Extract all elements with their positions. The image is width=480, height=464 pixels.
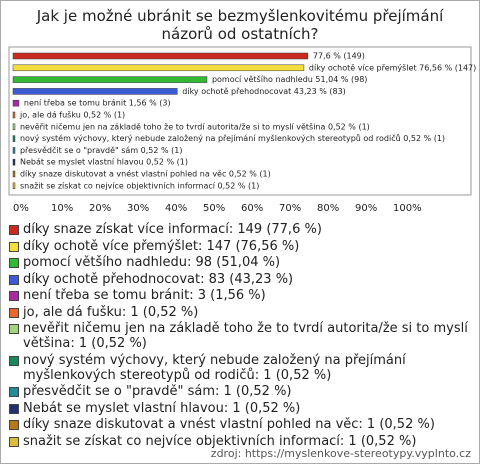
legend-label: díky snaze diskutovat a vnést vlastní po… [23,417,435,432]
data-label: snažit se získat co nejvíce objektivních… [20,181,259,190]
legend-label: snažit se získat co nejvíce objektivních… [23,433,417,449]
bar [12,88,178,95]
chart: 0% 10% 20% 30% 40% 50% 60% 70% 80% 90% 100% 77,6 % … [8,46,476,214]
legend-label: Nebát se myslet vlastní hlavou: 1 (0,52 … [23,400,301,416]
legend-label: jo, ale dá fušku: 1 (0,52 %) [23,304,199,320]
legend-item: snažit se získat co nejvíce objektivních… [9,434,471,449]
legend-item: nevěřit ničemu jen na základě toho že to… [9,321,471,351]
legend-item: nový systém výchovy, který nebude založe… [9,353,471,383]
legend-item: jo, ale dá fušku: 1 (0,52 %) [9,305,471,320]
legend-label: přesvědčit se o "pravdě" sám: 1 (0,52 %) [23,384,292,399]
legend-item: díky ochotě přehodnocovat: 83 (43,23 %) [9,272,471,287]
bar [12,123,16,131]
legend-item: přesvědčit se o "pravdě" sám: 1 (0,52 %) [9,384,471,399]
x-tick-label: 90% [355,203,377,214]
bar [12,182,16,190]
bar [12,170,16,178]
x-tick-label: 40% [165,203,187,214]
x-tick-label: 100% [393,203,422,214]
data-label: není třeba se tomu bránit 1,56 % (3) [24,99,171,108]
x-tick-label: 60% [241,203,263,214]
bar [12,64,305,72]
legend-swatch [9,403,19,414]
legend-swatch [9,274,19,285]
x-tick-label: 0% [13,203,29,214]
legend-swatch [9,225,19,235]
bar [12,99,20,107]
legend-item: díky snaze diskutovat a vnést vlastní po… [9,417,471,432]
legend-item: není třeba se tomu bránit: 3 (1,56 %) [9,288,471,303]
x-tick-label: 80% [317,203,339,214]
data-label: pomocí většího nadhledu 51,04 % (98) [212,74,367,84]
data-label: Nebát se myslet vlastní hlavou 0,52 % (1… [20,158,188,167]
bar [12,147,16,154]
legend-label: díky ochotě přehodnocovat: 83 (43,23 %) [23,271,294,287]
legend-label: nový systém výchovy, který nebude založe… [23,352,406,383]
legend-swatch [9,436,19,447]
x-tick-label: 30% [127,203,149,214]
bar [12,52,309,60]
legend-item: díky ochotě více přemýšlet: 147 (76,56 %… [9,239,471,254]
legend-label: díky snaze získat více informací: 149 (7… [23,222,322,237]
legend-swatch [9,420,19,430]
data-label: nový systém výchovy, který nebude založe… [20,133,445,143]
data-label: přesvědčit se o "pravdě" sám 0,52 % (1) [20,145,183,155]
legend-swatch [9,324,19,334]
data-label: díky ochotě přehodnocovat 43,23 % (83) [182,87,346,96]
legend-swatch [9,291,19,301]
legend-swatch [9,387,19,397]
legend-label: pomocí většího nadhledu: 98 (51,04 %) [23,255,281,270]
bar [12,111,16,119]
legend-item: díky snaze získat více informací: 149 (7… [9,222,471,237]
bar [12,158,16,166]
data-label: nevěřit ničemu jen na základě toho že to… [20,121,370,131]
data-label: jo, ale dá fušku 0,52 % (1) [19,110,125,120]
data-label: díky ochotě více přemýšlet 76,56 % (147) [309,62,476,72]
legend-label: díky ochotě více přemýšlet: 147 (76,56 %… [23,238,300,254]
plot-frame [8,46,472,196]
legend-swatch [9,355,19,366]
data-label: 77,6 % (149) [313,52,365,61]
chart-title: Jak je možné ubránit se bezmyšlenkovitém… [36,7,444,43]
legend-item: Nebát se myslet vlastní hlavou: 1 (0,52 … [9,401,471,416]
legend-swatch [9,307,19,318]
bar [12,135,16,142]
legend: díky snaze získat více informací: 149 (7… [9,222,471,450]
source: zdroj: https://myslenkove-stereotypy.vyp… [210,447,471,460]
x-tick-label: 50% [203,203,225,214]
legend-label: není třeba se tomu bránit: 3 (1,56 %) [23,288,266,303]
legend-swatch [9,241,19,252]
bar [12,76,208,83]
legend-label: nevěřit ničemu jen na základě toho že to… [23,321,468,351]
legend-swatch [9,258,19,268]
x-tick-label: 70% [279,203,301,214]
data-label: díky snaze diskutovat a vnést vlastní po… [20,169,271,179]
x-tick-label: 20% [89,203,111,214]
x-tick-label: 10% [51,203,73,214]
legend-item: pomocí většího nadhledu: 98 (51,04 %) [9,255,471,270]
